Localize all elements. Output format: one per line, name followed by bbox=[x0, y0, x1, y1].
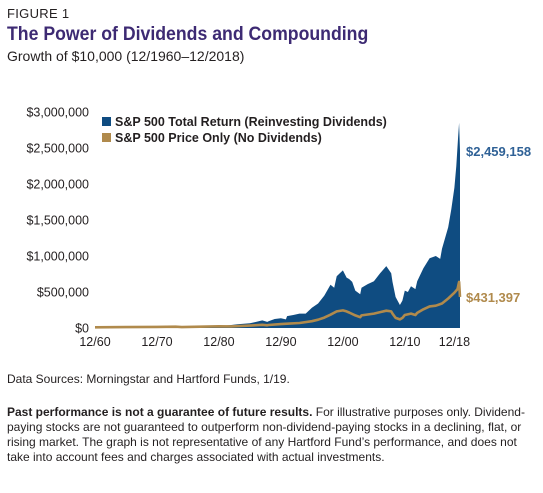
y-tick-label: $1,500,000 bbox=[26, 214, 89, 228]
legend: S&P 500 Total Return (Reinvesting Divide… bbox=[102, 115, 387, 145]
legend-label: S&P 500 Price Only (No Dividends) bbox=[115, 131, 322, 145]
x-tick-label: 12/00 bbox=[327, 335, 358, 349]
disclaimer-bold: Past performance is not a guarantee of f… bbox=[7, 405, 313, 419]
y-tick-label: $2,500,000 bbox=[26, 142, 89, 156]
x-axis: 12/60 12/70 12/80 12/90 12/00 12/10 12/18 bbox=[79, 335, 470, 349]
legend-label: S&P 500 Total Return (Reinvesting Divide… bbox=[115, 115, 387, 129]
chart-subtitle: Growth of $10,000 (12/1960–12/2018) bbox=[7, 48, 245, 64]
disclaimer-text: For illustrative purposes only. Dividend… bbox=[7, 405, 525, 464]
y-tick-label: $3,000,000 bbox=[26, 106, 89, 120]
x-tick-label: 12/60 bbox=[79, 335, 110, 349]
x-tick-label: 12/18 bbox=[439, 335, 470, 349]
data-sources-note: Data Sources: Morningstar and Hartford F… bbox=[7, 372, 290, 386]
series-end-value-label: $2,459,158 bbox=[466, 144, 531, 159]
end-labels: $2,459,158 $431,397 bbox=[466, 144, 531, 305]
x-tick-label: 12/10 bbox=[389, 335, 420, 349]
chart-title: The Power of Dividends and Compounding bbox=[7, 24, 369, 45]
disclaimer-note: Past performance is not a guarantee of f… bbox=[7, 405, 537, 465]
figure-label: FIGURE 1 bbox=[7, 6, 70, 21]
y-tick-label: $500,000 bbox=[37, 286, 89, 300]
growth-chart: $0 $500,000 $1,000,000 $1,500,000 $2,000,000… bbox=[26, 106, 531, 350]
x-tick-label: 12/90 bbox=[265, 335, 296, 349]
legend-swatch bbox=[102, 133, 111, 142]
y-tick-label: $0 bbox=[75, 322, 89, 336]
plot-area bbox=[94, 122, 462, 329]
series-line-price-only bbox=[94, 280, 462, 329]
legend-swatch bbox=[102, 117, 111, 126]
x-tick-label: 12/80 bbox=[203, 335, 234, 349]
series-area-total-return bbox=[95, 122, 460, 328]
x-tick-label: 12/70 bbox=[141, 335, 172, 349]
series-end-value-label: $431,397 bbox=[466, 290, 520, 305]
y-tick-label: $2,000,000 bbox=[26, 178, 89, 192]
y-axis: $0 $500,000 $1,000,000 $1,500,000 $2,000,000… bbox=[26, 106, 89, 336]
y-tick-label: $1,000,000 bbox=[26, 250, 89, 264]
